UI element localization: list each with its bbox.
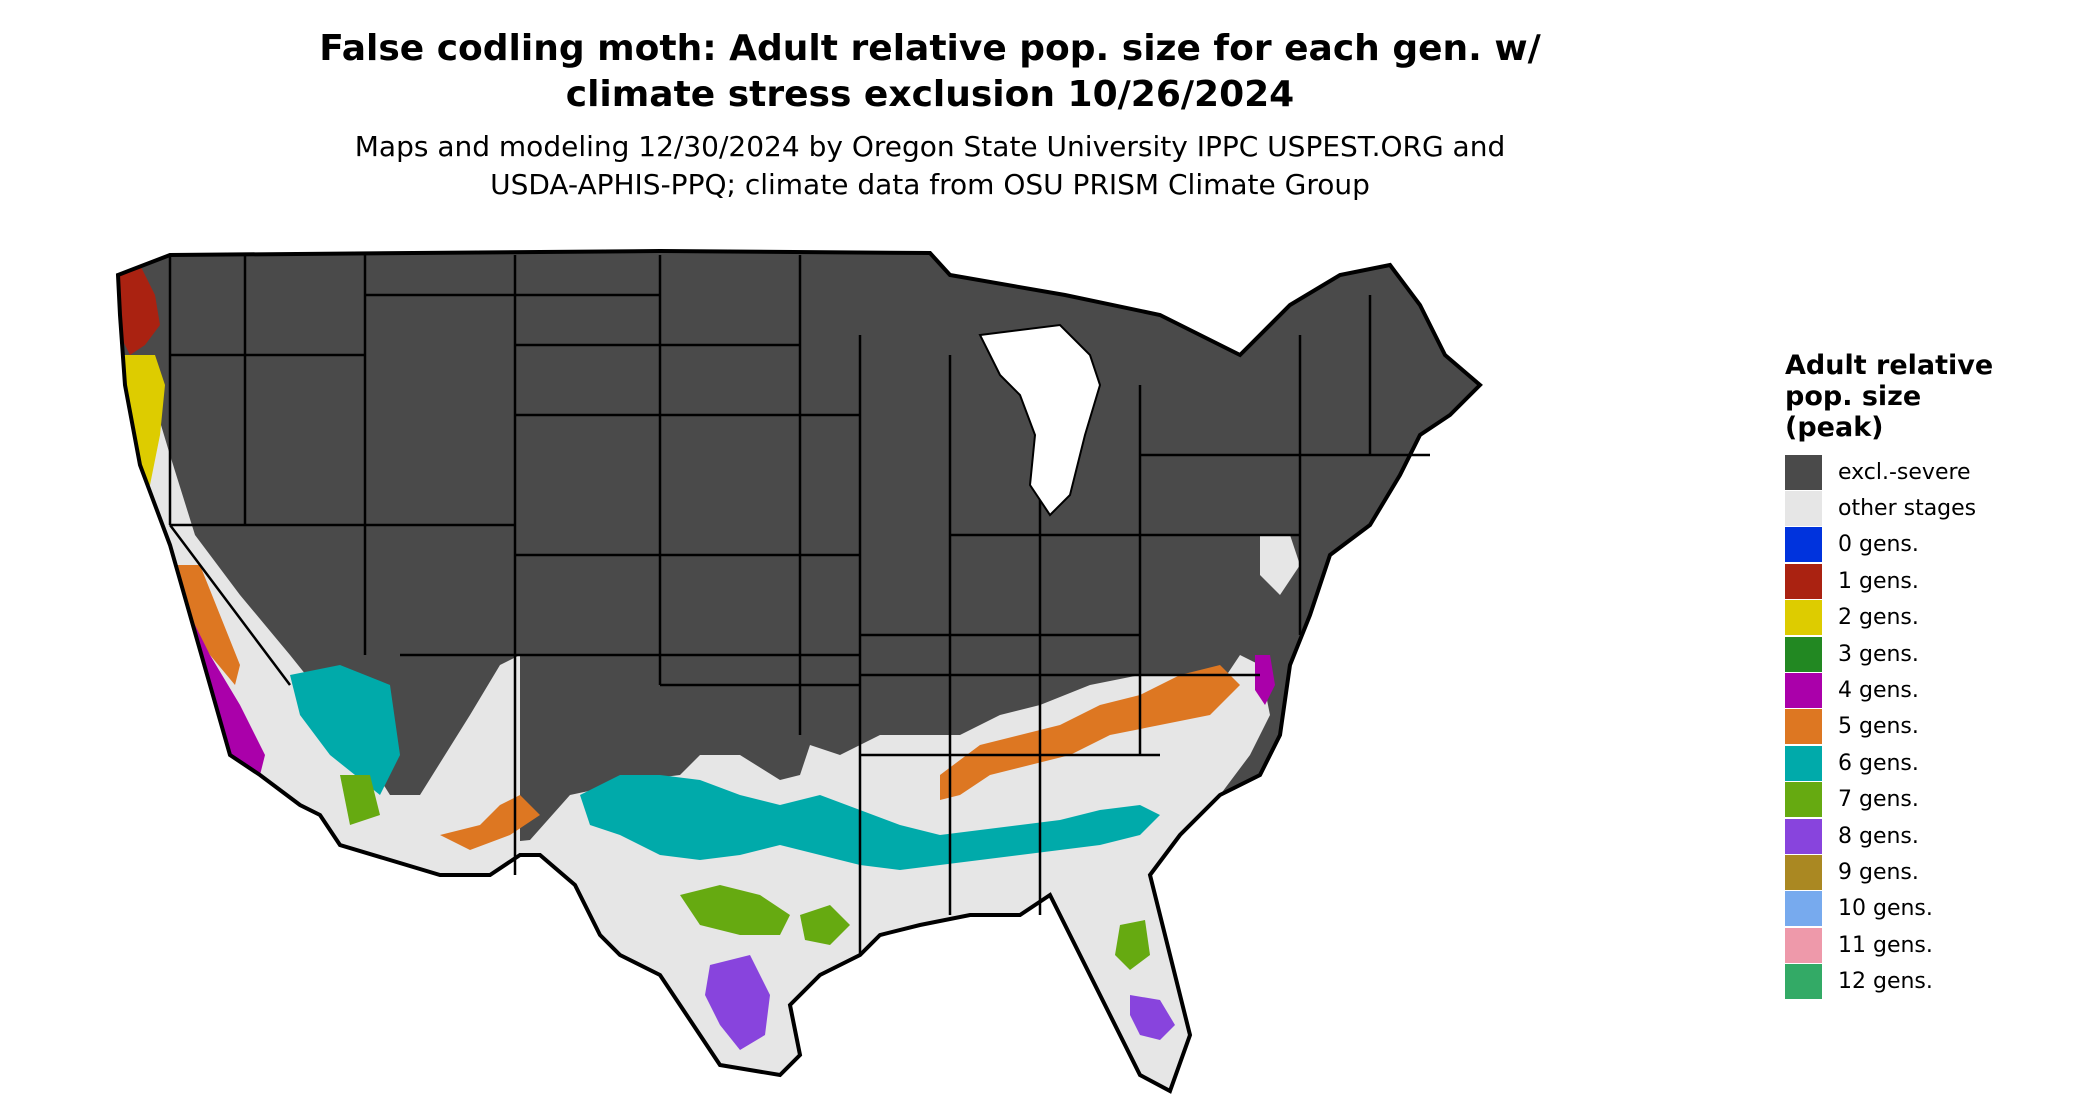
gen7-louisiana-region — [800, 905, 850, 945]
legend-label: 9 gens. — [1838, 859, 1919, 885]
legend-title: Adult relative pop. size (peak) — [1785, 350, 2085, 443]
gen8-south-florida-region — [1130, 995, 1175, 1040]
legend-label: 7 gens. — [1838, 787, 1919, 813]
legend-item: 3 gens. — [1785, 636, 2085, 672]
legend-label: 6 gens. — [1838, 750, 1919, 776]
us-map — [115, 248, 1483, 1094]
gen5-central-valley-region — [175, 565, 240, 685]
boundary-line — [169, 524, 291, 686]
subtitle-line-1: Maps and modeling 12/30/2024 by Oregon S… — [354, 130, 1506, 163]
great-lakes — [978, 323, 1102, 517]
title-line-1: False codling moth: Adult relative pop. … — [319, 28, 1541, 69]
legend-label: 8 gens. — [1838, 823, 1919, 849]
gen7-florida-region — [1115, 920, 1150, 970]
map-subtitle: Maps and modeling 12/30/2024 by Oregon S… — [0, 128, 1860, 204]
legend-label: 10 gens. — [1838, 896, 1933, 922]
legend-item: 4 gens. — [1785, 672, 2085, 709]
gen6-desert-region — [290, 665, 400, 795]
legend-swatch — [1785, 527, 1822, 563]
us-outline — [115, 248, 1483, 1094]
title-line-2: climate stress exclusion 10/26/2024 — [565, 74, 1295, 115]
subtitle-line-2: USDA-APHIS-PPQ; climate data from OSU PR… — [490, 168, 1370, 201]
legend-label: excl.-severe — [1838, 459, 1971, 485]
legend-label: 5 gens. — [1838, 714, 1919, 740]
legend-label: 11 gens. — [1838, 932, 1933, 958]
state-boundaries — [168, 255, 1430, 955]
legend-swatch — [1785, 818, 1822, 854]
legend-swatch — [1785, 673, 1822, 709]
legend-item: 12 gens. — [1785, 963, 2085, 1000]
legend-item: 7 gens. — [1785, 782, 2085, 818]
legend-title-line-2: pop. size — [1785, 381, 1922, 412]
legend-swatch — [1785, 454, 1822, 490]
legend-label: 1 gens. — [1838, 568, 1919, 594]
other-stages-south-region — [480, 655, 1270, 1091]
legend-item: 8 gens. — [1785, 818, 2085, 854]
legend-item: 0 gens. — [1785, 527, 2085, 563]
legend-item: 1 gens. — [1785, 563, 2085, 599]
gen5-southeast-band-region — [940, 665, 1240, 800]
gen6-gulf-band-region — [580, 775, 1160, 870]
gen7-arizona-region — [340, 775, 380, 825]
legend-swatch — [1785, 854, 1822, 890]
legend-item: other stages — [1785, 490, 2085, 527]
legend-title-line-3: (peak) — [1785, 412, 1884, 443]
legend-swatch — [1785, 600, 1822, 636]
legend-title-line-1: Adult relative — [1785, 350, 1994, 381]
legend-label: 0 gens. — [1838, 532, 1919, 558]
legend-swatch — [1785, 636, 1822, 672]
gen8-south-texas-region — [705, 955, 770, 1050]
legend-item: 10 gens. — [1785, 891, 2085, 927]
legend-label: 4 gens. — [1838, 678, 1919, 704]
gen4-delmarva-region — [1255, 655, 1275, 705]
map-title: False codling moth: Adult relative pop. … — [0, 26, 1860, 118]
legend-swatch — [1785, 563, 1822, 599]
legend-swatch — [1785, 927, 1822, 963]
legend: Adult relative pop. size (peak) excl.-se… — [1785, 350, 2085, 1000]
legend-item: 9 gens. — [1785, 854, 2085, 890]
legend-swatch — [1785, 782, 1822, 818]
legend-label: other stages — [1838, 496, 1977, 522]
legend-swatch — [1785, 891, 1822, 927]
legend-item: 6 gens. — [1785, 745, 2085, 781]
legend-item: 11 gens. — [1785, 927, 2085, 963]
legend-item: 2 gens. — [1785, 600, 2085, 636]
legend-swatch — [1785, 745, 1822, 781]
gen7-gulf-coast-region — [680, 885, 790, 935]
legend-label: 12 gens. — [1838, 969, 1933, 995]
legend-swatch — [1785, 709, 1822, 745]
legend-items: excl.-severe other stages 0 gens. 1 gens. 2 … — [1785, 454, 2085, 1000]
legend-label: 3 gens. — [1838, 641, 1919, 667]
legend-swatch — [1785, 964, 1822, 1000]
legend-label: 2 gens. — [1838, 605, 1919, 631]
other-stages-east-coast-region — [1260, 535, 1300, 595]
legend-item: 5 gens. — [1785, 709, 2085, 745]
legend-swatch — [1785, 491, 1822, 527]
legend-item: excl.-severe — [1785, 454, 2085, 490]
